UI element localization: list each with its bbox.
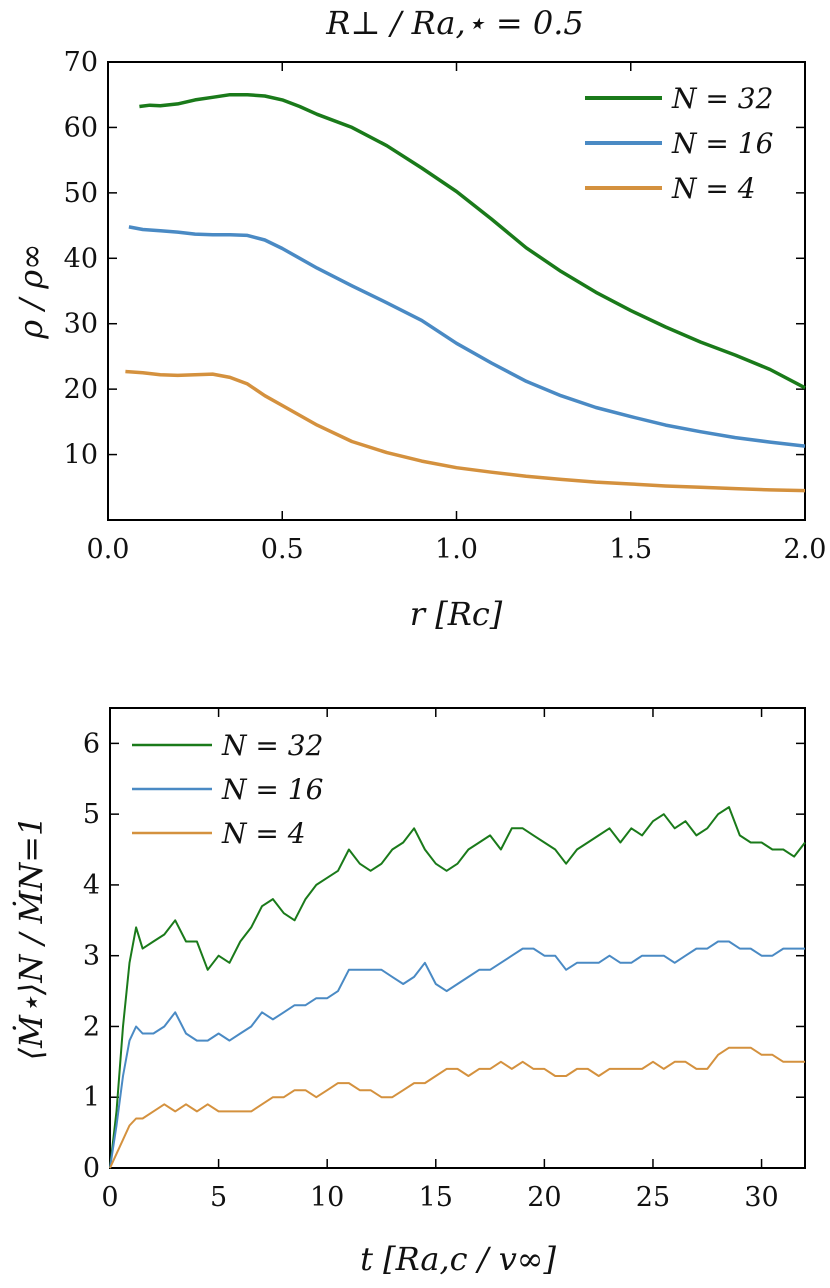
- y-tick-label: 3: [83, 941, 100, 972]
- y-tick-label: 6: [83, 728, 100, 759]
- y-tick-label: 40: [64, 243, 98, 274]
- y-tick-label: 5: [83, 799, 100, 830]
- x-tick-label: 2.0: [784, 534, 827, 565]
- y-tick-label: 4: [83, 870, 100, 901]
- x-tick-label: 5: [210, 1182, 227, 1213]
- plot-frame: [109, 707, 806, 1169]
- legend-label: N = 4: [221, 817, 306, 850]
- legend-label: N = 16: [221, 773, 323, 806]
- chart-title: R⊥ / Ra,⋆ = 0.5: [325, 4, 583, 42]
- legend-label: N = 4: [671, 172, 756, 205]
- series-line-n-16: [109, 940, 805, 1169]
- legend: N = 32 N = 16 N = 4: [132, 729, 323, 850]
- x-tick-label: 20: [527, 1182, 561, 1213]
- legend-label: N = 32: [221, 729, 323, 762]
- legend-label: N = 32: [671, 82, 773, 115]
- x-axis-label: r [Rc]: [410, 595, 503, 633]
- x-tick-label: 25: [636, 1182, 670, 1213]
- legend-label: N = 16: [671, 127, 773, 160]
- series-line-n-32: [109, 806, 806, 1169]
- x-tick-label: 1.0: [435, 534, 478, 565]
- y-axis-label: ⟨Ṁ⋆⟩N / ṀN=1: [12, 816, 50, 1061]
- series-line-n-4: [109, 1046, 805, 1169]
- y-tick-label: 30: [64, 309, 98, 340]
- x-tick-label: 30: [744, 1182, 778, 1213]
- series-line-n-16: [128, 225, 806, 448]
- y-axis-label: ρ / ρ∞: [12, 243, 50, 339]
- x-tick-label: 10: [310, 1182, 344, 1213]
- x-axis-label: t [Ra,c / v∞]: [360, 1240, 556, 1278]
- x-tick-label: 15: [419, 1182, 453, 1213]
- y-tick-label: 2: [83, 1011, 100, 1042]
- y-tick-label: 70: [64, 47, 98, 78]
- y-tick-label: 0: [83, 1153, 100, 1184]
- y-tick-label: 60: [64, 112, 98, 143]
- series-line-n-4: [125, 369, 806, 493]
- x-tick-label: 1.5: [609, 534, 652, 565]
- x-tick-label: 0.0: [87, 534, 130, 565]
- y-tick-label: 10: [64, 440, 98, 471]
- x-tick-label: 0.5: [261, 534, 304, 565]
- legend: N = 32 N = 16 N = 4: [585, 82, 773, 205]
- y-tick-label: 1: [83, 1082, 100, 1113]
- y-tick-label: 20: [64, 374, 98, 405]
- y-tick-label: 50: [64, 178, 98, 209]
- series-line-n-32: [139, 92, 806, 390]
- accretion-rate-chart: 0 5 10 15 20 25 30 0 1 2 3 4 5 6 t [Ra,c / v∞] ⟨Ṁ⋆⟩N…: [12, 707, 806, 1278]
- x-tick-label: 0: [101, 1182, 118, 1213]
- density-profile-chart: R⊥ / Ra,⋆ = 0.5 0.0 0.5 1.0 1.5 2.0 10 20 30 40…: [12, 4, 826, 633]
